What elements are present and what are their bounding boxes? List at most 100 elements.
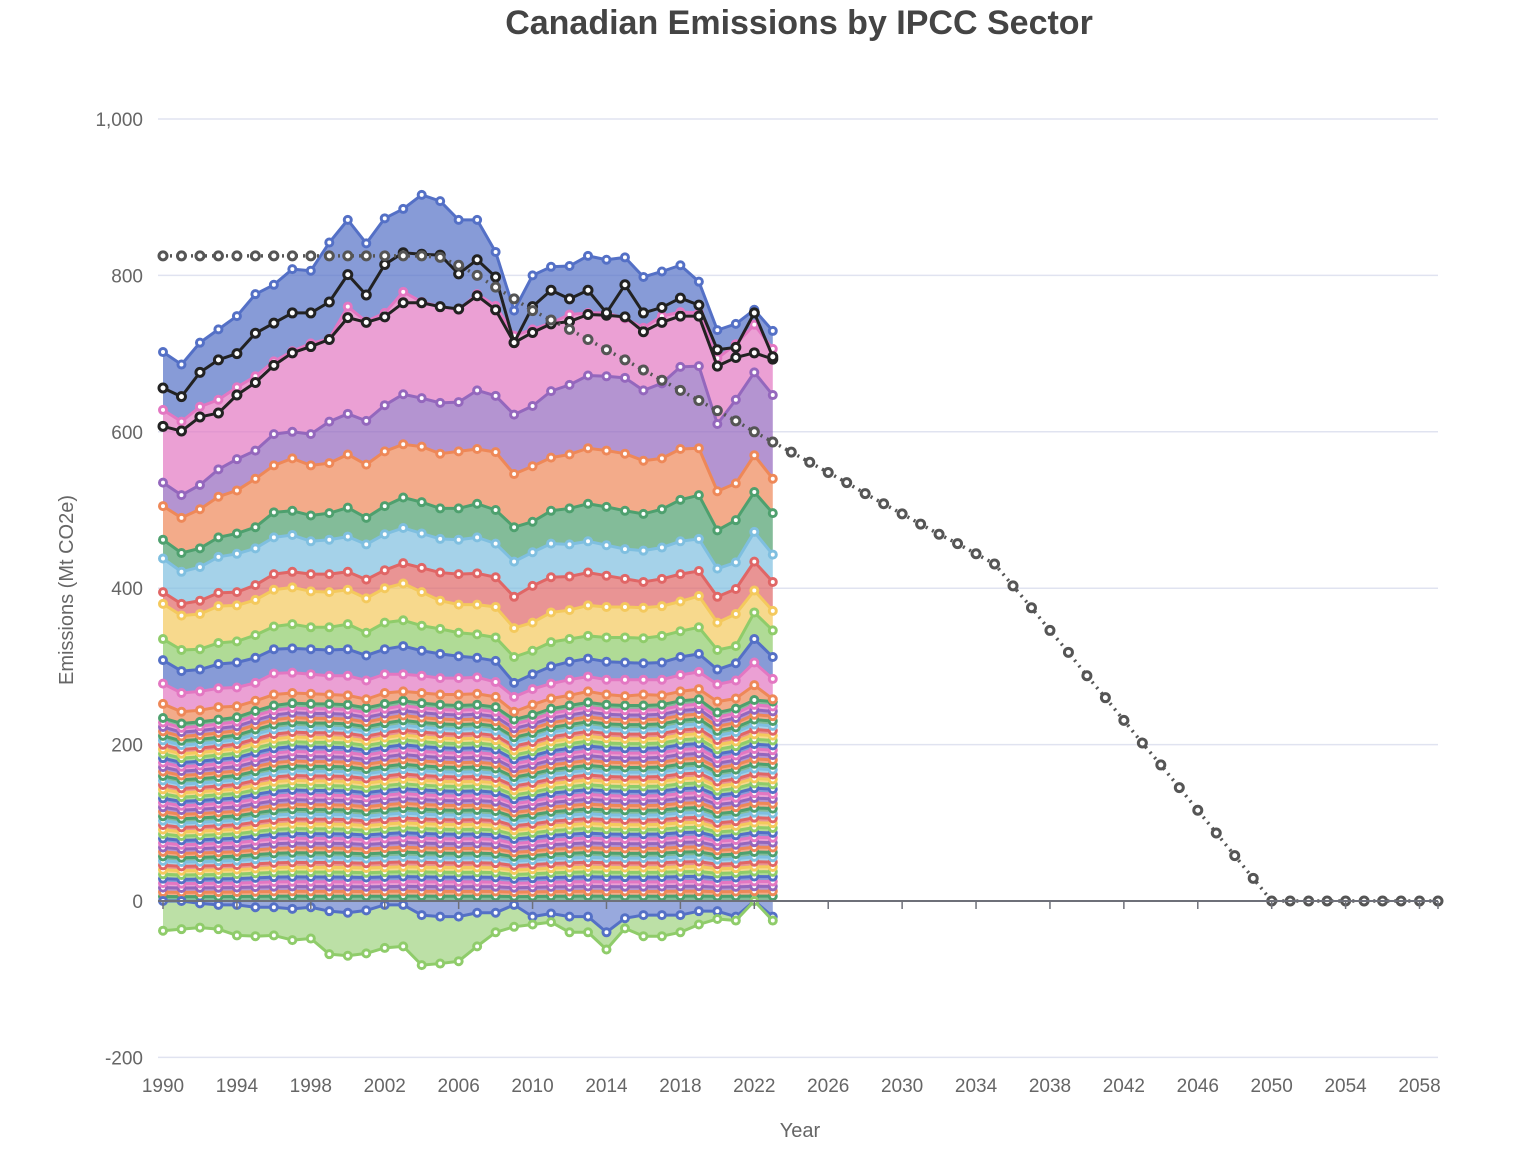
sector-6-point[interactable] <box>250 580 261 591</box>
sector-12-point[interactable] <box>398 695 409 706</box>
sector-12-point[interactable] <box>361 702 372 713</box>
sector-0-point[interactable] <box>583 250 593 261</box>
sector-5-point[interactable] <box>379 529 390 540</box>
sector-9-point[interactable] <box>490 655 501 666</box>
total-net-point[interactable] <box>305 341 317 353</box>
target-point[interactable] <box>360 250 372 262</box>
total-net-point[interactable] <box>527 326 539 338</box>
total-gross-point[interactable] <box>231 348 243 360</box>
sector-10-point[interactable] <box>176 687 187 698</box>
sector-9-point[interactable] <box>712 664 723 675</box>
target-point[interactable] <box>175 250 187 262</box>
total-net-point[interactable] <box>619 311 631 323</box>
target-point[interactable] <box>841 477 853 489</box>
sector-5-point[interactable] <box>435 533 446 544</box>
sector-4-point[interactable] <box>546 505 557 516</box>
sector-8-point[interactable] <box>435 623 446 634</box>
sector-8-point[interactable] <box>416 620 427 631</box>
sector-7-point[interactable] <box>472 599 483 610</box>
sector-12-point[interactable] <box>287 698 298 709</box>
sector-6-point[interactable] <box>194 595 205 606</box>
sector-8-point[interactable] <box>250 630 261 641</box>
sector-0-point[interactable] <box>730 318 741 329</box>
sector-5-point[interactable] <box>767 549 778 560</box>
sector-12-point[interactable] <box>693 694 704 705</box>
target-point[interactable] <box>1081 670 1093 682</box>
sector-2-point[interactable] <box>527 400 538 411</box>
sector-4-point[interactable] <box>619 505 630 516</box>
sector-12-point[interactable] <box>324 698 335 709</box>
target-point[interactable] <box>878 498 890 510</box>
sector-7-point[interactable] <box>342 584 353 595</box>
negative-1-point[interactable] <box>324 949 335 960</box>
sector-2-point[interactable] <box>767 390 778 401</box>
sector-6-point[interactable] <box>730 583 741 594</box>
sector-7-point[interactable] <box>583 600 593 611</box>
target-point[interactable] <box>1118 714 1130 726</box>
sector-0-point[interactable] <box>416 189 427 200</box>
sector-5-point[interactable] <box>158 553 168 564</box>
negative-1-point[interactable] <box>509 921 520 932</box>
sector-2-point[interactable] <box>324 416 335 427</box>
negative-0-point[interactable] <box>324 906 335 917</box>
total-net-point[interactable] <box>323 334 335 346</box>
sector-2-point[interactable] <box>509 409 520 420</box>
sector-11-point[interactable] <box>509 706 520 717</box>
sector-10-point[interactable] <box>361 675 372 686</box>
target-point[interactable] <box>1044 624 1056 636</box>
sector-11-point[interactable] <box>287 687 298 698</box>
sector-12-point[interactable] <box>342 699 353 710</box>
sector-6-point[interactable] <box>749 556 760 567</box>
sector-3-point[interactable] <box>564 449 575 460</box>
target-point[interactable] <box>859 488 871 500</box>
negative-0-point[interactable] <box>268 902 279 913</box>
sector-8-point[interactable] <box>194 644 205 655</box>
sector-10-point[interactable] <box>158 678 168 689</box>
target-point[interactable] <box>323 250 335 262</box>
sector-9-point[interactable] <box>638 658 649 669</box>
sector-2-point[interactable] <box>453 397 464 408</box>
total-gross-point[interactable] <box>379 258 391 270</box>
sector-6-point[interactable] <box>527 580 538 591</box>
negative-1-point[interactable] <box>619 923 630 934</box>
negative-1-point[interactable] <box>176 924 187 935</box>
sector-6-point[interactable] <box>546 572 557 583</box>
sector-5-point[interactable] <box>398 522 409 533</box>
sector-9-point[interactable] <box>583 653 593 664</box>
negative-0-point[interactable] <box>509 899 520 910</box>
sector-5-point[interactable] <box>638 545 649 556</box>
sector-6-point[interactable] <box>564 571 575 582</box>
sector-10-point[interactable] <box>379 669 390 680</box>
negative-1-point[interactable] <box>490 927 501 938</box>
target-point[interactable] <box>471 269 483 281</box>
sector-6-point[interactable] <box>435 567 446 578</box>
negative-1-point[interactable] <box>213 924 224 935</box>
sector-0-point[interactable] <box>324 237 335 248</box>
sector-4-point[interactable] <box>416 497 427 508</box>
target-point[interactable] <box>212 250 224 262</box>
sector-4-point[interactable] <box>361 512 372 523</box>
target-point[interactable] <box>397 250 409 262</box>
sector-4-point[interactable] <box>398 492 409 503</box>
negative-1-point[interactable] <box>398 941 409 952</box>
sector-10-point[interactable] <box>583 671 593 682</box>
sector-7-point[interactable] <box>416 587 427 598</box>
sector-10-point[interactable] <box>656 674 667 685</box>
sector-9-point[interactable] <box>361 650 372 661</box>
sector-9-point[interactable] <box>435 648 446 659</box>
sector-12-point[interactable] <box>749 695 760 706</box>
sector-8-point[interactable] <box>693 622 704 633</box>
sector-6-point[interactable] <box>213 587 224 598</box>
sector-4-point[interactable] <box>453 503 464 514</box>
negative-0-point[interactable] <box>213 899 224 910</box>
sector-0-point[interactable] <box>712 325 723 336</box>
sector-4-point[interactable] <box>287 505 298 516</box>
sector-10-point[interactable] <box>730 675 741 686</box>
sector-9-point[interactable] <box>693 648 704 659</box>
negative-1-point[interactable] <box>564 927 575 938</box>
target-point[interactable] <box>656 374 668 386</box>
sector-4-point[interactable] <box>656 504 667 515</box>
sector-5-point[interactable] <box>361 539 372 550</box>
sector-12-point[interactable] <box>250 705 261 716</box>
sector-11-point[interactable] <box>231 701 242 712</box>
